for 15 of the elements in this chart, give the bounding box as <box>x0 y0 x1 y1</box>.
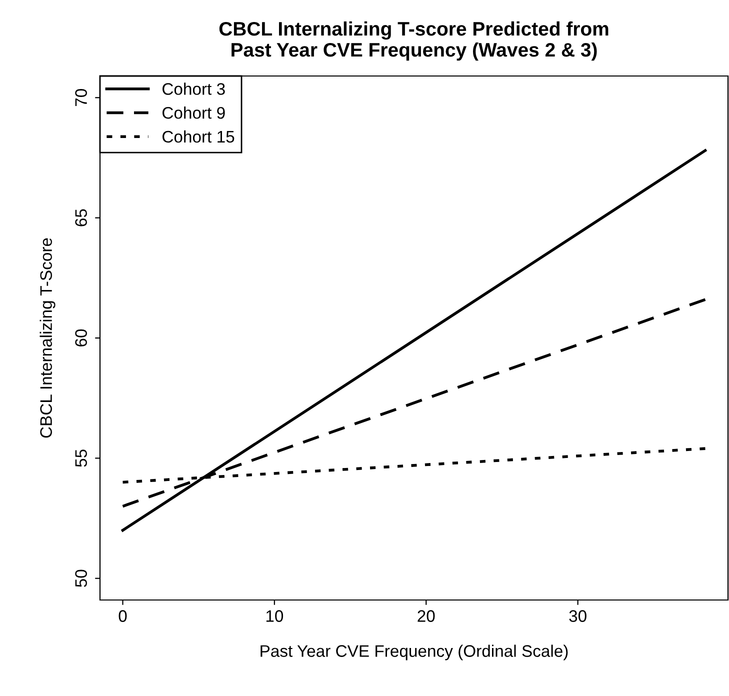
x-axis-title: Past Year CVE Frequency (Ordinal Scale) <box>260 644 568 660</box>
x-tick-label: 10 <box>266 610 284 622</box>
y-tick-label: 60 <box>75 329 87 346</box>
x-tick-label: 20 <box>418 610 435 622</box>
legend-label: Cohort 3 <box>162 82 225 95</box>
y-tick-label: 65 <box>75 209 87 226</box>
y-tick-label: 55 <box>75 450 87 467</box>
x-tick-label: 0 <box>118 610 127 622</box>
y-tick-label: 70 <box>75 89 87 106</box>
chart-title: CBCL Internalizing T-score Predicted from Past Year CVE Frequency (Waves 2 & 3) <box>219 21 608 61</box>
x-tick-label: 30 <box>569 610 586 622</box>
y-axis-title: CBCL Internalizing T-Score <box>40 238 56 438</box>
legend-label: Cohort 9 <box>162 106 225 119</box>
y-tick-label: 50 <box>75 570 87 587</box>
legend-label: Cohort 15 <box>162 130 234 143</box>
